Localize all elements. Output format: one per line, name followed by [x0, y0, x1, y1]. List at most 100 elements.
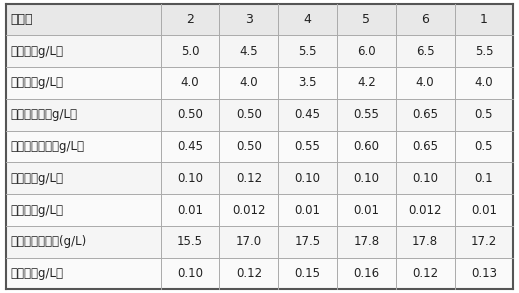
Text: 17.5: 17.5: [295, 235, 321, 248]
Bar: [161, 258, 220, 289]
Text: 17.0: 17.0: [236, 235, 262, 248]
Text: 17.8: 17.8: [353, 235, 379, 248]
Text: 硕酸馒（g/L）: 硕酸馒（g/L）: [10, 204, 63, 217]
Text: 4.0: 4.0: [240, 76, 258, 89]
Bar: [161, 67, 220, 99]
Text: 3.5: 3.5: [298, 76, 317, 89]
Bar: [455, 258, 513, 289]
Bar: [396, 258, 455, 289]
Text: 6.5: 6.5: [416, 45, 434, 58]
Text: 0.12: 0.12: [236, 267, 262, 280]
Bar: [161, 162, 220, 194]
Bar: [278, 131, 337, 162]
Text: 七水合硫酸镁（g/L）: 七水合硫酸镁（g/L）: [10, 140, 85, 153]
Text: 17.8: 17.8: [412, 235, 438, 248]
Text: 磷酸氢二馔（g/L）: 磷酸氢二馔（g/L）: [10, 108, 77, 121]
Text: 0.5: 0.5: [475, 140, 493, 153]
Text: 0.60: 0.60: [353, 140, 379, 153]
Text: 0.12: 0.12: [412, 267, 438, 280]
Text: 0.01: 0.01: [295, 204, 321, 217]
Text: 0.01: 0.01: [177, 204, 203, 217]
Bar: [278, 99, 337, 131]
Text: 0.45: 0.45: [177, 140, 203, 153]
Bar: [455, 162, 513, 194]
Text: 0.45: 0.45: [295, 108, 321, 121]
Text: 0.55: 0.55: [353, 108, 379, 121]
Bar: [220, 258, 278, 289]
Bar: [337, 258, 396, 289]
Bar: [161, 35, 220, 67]
Text: 17.2: 17.2: [471, 235, 497, 248]
Text: 0.012: 0.012: [232, 204, 266, 217]
Bar: [161, 226, 220, 258]
Bar: [396, 67, 455, 99]
Bar: [396, 194, 455, 226]
Bar: [278, 226, 337, 258]
Bar: [220, 4, 278, 35]
Text: 5.5: 5.5: [475, 45, 493, 58]
Bar: [278, 258, 337, 289]
Text: 0.10: 0.10: [295, 172, 321, 185]
Bar: [6, 35, 161, 67]
Text: 0.1: 0.1: [474, 172, 493, 185]
Bar: [396, 35, 455, 67]
Bar: [455, 35, 513, 67]
Text: 0.12: 0.12: [236, 172, 262, 185]
Text: 0.15: 0.15: [295, 267, 321, 280]
Bar: [220, 131, 278, 162]
Text: 4: 4: [304, 13, 311, 26]
Text: 2: 2: [186, 13, 194, 26]
Text: 4.0: 4.0: [416, 76, 434, 89]
Bar: [161, 131, 220, 162]
Text: 0.65: 0.65: [412, 108, 438, 121]
Text: 0.10: 0.10: [177, 267, 203, 280]
Bar: [6, 194, 161, 226]
Bar: [337, 162, 396, 194]
Bar: [6, 131, 161, 162]
Text: 0.5: 0.5: [475, 108, 493, 121]
Bar: [337, 226, 396, 258]
Text: 6.0: 6.0: [357, 45, 376, 58]
Bar: [278, 4, 337, 35]
Text: 5: 5: [362, 13, 371, 26]
Bar: [455, 67, 513, 99]
Text: 4.5: 4.5: [240, 45, 258, 58]
Bar: [396, 99, 455, 131]
Bar: [455, 194, 513, 226]
Text: 0.50: 0.50: [236, 140, 262, 153]
Text: 5.5: 5.5: [298, 45, 317, 58]
Bar: [396, 226, 455, 258]
Bar: [6, 258, 161, 289]
Text: 0.13: 0.13: [471, 267, 497, 280]
Bar: [337, 4, 396, 35]
Text: 氯化钔（g/L）: 氯化钔（g/L）: [10, 172, 63, 185]
Bar: [220, 35, 278, 67]
Bar: [161, 99, 220, 131]
Text: 0.50: 0.50: [177, 108, 203, 121]
Text: 1: 1: [480, 13, 488, 26]
Text: 0.01: 0.01: [353, 204, 379, 217]
Bar: [6, 226, 161, 258]
Text: 硫酸铵（g/L）: 硫酸铵（g/L）: [10, 76, 63, 89]
Bar: [396, 162, 455, 194]
Bar: [278, 67, 337, 99]
Text: 0.012: 0.012: [408, 204, 442, 217]
Text: 3: 3: [245, 13, 253, 26]
Text: 5.0: 5.0: [181, 45, 199, 58]
Bar: [220, 162, 278, 194]
Bar: [278, 35, 337, 67]
Text: 氯化馒（g/L）: 氯化馒（g/L）: [10, 267, 63, 280]
Bar: [455, 131, 513, 162]
Text: 0.16: 0.16: [353, 267, 379, 280]
Bar: [337, 67, 396, 99]
Bar: [278, 162, 337, 194]
Text: 0.65: 0.65: [412, 140, 438, 153]
Text: 4.2: 4.2: [357, 76, 376, 89]
Text: 0.10: 0.10: [412, 172, 438, 185]
Bar: [455, 226, 513, 258]
Text: 七水合硫酸亚铁(g/L): 七水合硫酸亚铁(g/L): [10, 235, 87, 248]
Bar: [220, 67, 278, 99]
Text: 6: 6: [421, 13, 429, 26]
Bar: [455, 99, 513, 131]
Text: 0.55: 0.55: [295, 140, 321, 153]
